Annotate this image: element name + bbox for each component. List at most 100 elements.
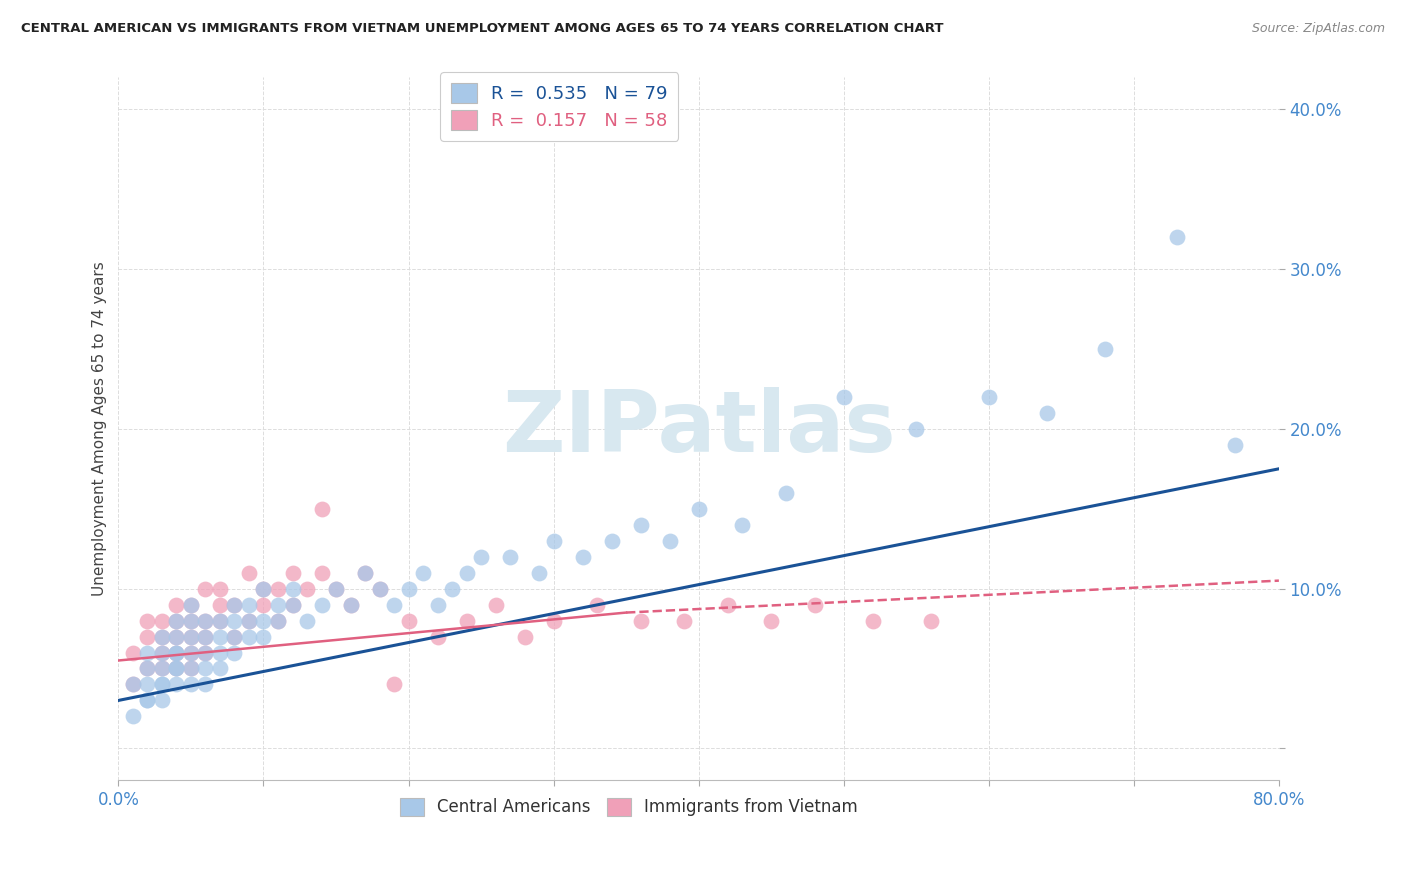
Point [354, 566, 377, 580]
Point [1225, 438, 1247, 452]
Point [180, 646, 202, 660]
Point [717, 598, 740, 612]
Point [136, 614, 159, 628]
Point [252, 598, 274, 612]
Point [252, 614, 274, 628]
Point [977, 390, 1000, 404]
Point [150, 630, 173, 644]
Point [267, 582, 290, 596]
Point [194, 646, 217, 660]
Point [136, 661, 159, 675]
Point [180, 630, 202, 644]
Point [267, 598, 290, 612]
Text: CENTRAL AMERICAN VS IMMIGRANTS FROM VIETNAM UNEMPLOYMENT AMONG AGES 65 TO 74 YEA: CENTRAL AMERICAN VS IMMIGRANTS FROM VIET… [21, 22, 943, 36]
Point [586, 598, 609, 612]
Point [571, 549, 593, 564]
Point [194, 630, 217, 644]
Point [339, 598, 361, 612]
Point [354, 566, 377, 580]
Point [180, 598, 202, 612]
Point [499, 549, 522, 564]
Point [136, 693, 159, 707]
Point [368, 582, 391, 596]
Point [224, 646, 246, 660]
Point [382, 677, 405, 691]
Point [803, 598, 825, 612]
Point [150, 614, 173, 628]
Point [441, 582, 464, 596]
Point [166, 646, 188, 660]
Point [238, 630, 260, 644]
Point [238, 598, 260, 612]
Point [180, 677, 202, 691]
Point [832, 390, 855, 404]
Point [325, 582, 347, 596]
Point [920, 614, 942, 628]
Point [150, 646, 173, 660]
Point [224, 630, 246, 644]
Point [180, 661, 202, 675]
Point [208, 582, 231, 596]
Point [456, 614, 478, 628]
Point [252, 582, 274, 596]
Point [688, 501, 710, 516]
Point [122, 677, 145, 691]
Point [775, 485, 797, 500]
Point [136, 693, 159, 707]
Point [150, 646, 173, 660]
Point [122, 709, 145, 723]
Point [600, 533, 623, 548]
Point [543, 614, 565, 628]
Point [150, 677, 173, 691]
Point [208, 661, 231, 675]
Point [224, 630, 246, 644]
Point [194, 614, 217, 628]
Point [166, 646, 188, 660]
Point [238, 566, 260, 580]
Point [630, 614, 652, 628]
Point [759, 614, 782, 628]
Point [194, 677, 217, 691]
Point [166, 661, 188, 675]
Point [122, 646, 145, 660]
Point [368, 582, 391, 596]
Point [311, 598, 333, 612]
Point [426, 598, 449, 612]
Point [325, 582, 347, 596]
Point [527, 566, 550, 580]
Point [224, 614, 246, 628]
Point [136, 677, 159, 691]
Point [281, 598, 304, 612]
Point [150, 677, 173, 691]
Point [208, 614, 231, 628]
Point [295, 582, 318, 596]
Point [238, 614, 260, 628]
Point [382, 598, 405, 612]
Point [295, 614, 318, 628]
Point [224, 598, 246, 612]
Point [238, 614, 260, 628]
Point [252, 582, 274, 596]
Point [150, 661, 173, 675]
Point [673, 614, 696, 628]
Point [208, 646, 231, 660]
Point [470, 549, 492, 564]
Point [281, 582, 304, 596]
Point [180, 630, 202, 644]
Text: ZIPatlas: ZIPatlas [502, 387, 896, 470]
Point [426, 630, 449, 644]
Point [208, 630, 231, 644]
Point [180, 598, 202, 612]
Point [122, 677, 145, 691]
Text: Source: ZipAtlas.com: Source: ZipAtlas.com [1251, 22, 1385, 36]
Point [731, 517, 754, 532]
Point [150, 693, 173, 707]
Point [281, 598, 304, 612]
Y-axis label: Unemployment Among Ages 65 to 74 years: Unemployment Among Ages 65 to 74 years [93, 261, 107, 596]
Point [150, 661, 173, 675]
Point [166, 646, 188, 660]
Point [252, 630, 274, 644]
Point [456, 566, 478, 580]
Point [513, 630, 536, 644]
Point [166, 614, 188, 628]
